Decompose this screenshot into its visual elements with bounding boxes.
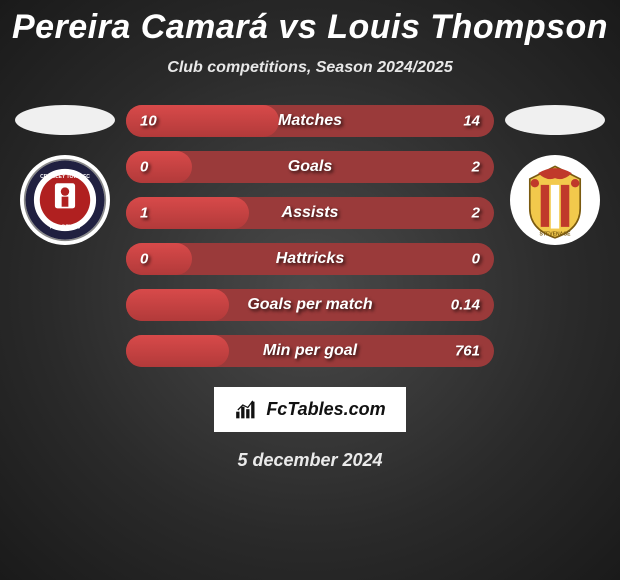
stat-bar-fill: [126, 243, 192, 275]
title-player2: Louis Thompson: [327, 8, 608, 46]
root: Pereira Camará vs Louis Thompson Club co…: [0, 0, 620, 580]
crawley-badge-icon: CRAWLEY TOWN FC RED DEVILS: [23, 158, 107, 242]
page-title: Pereira Camará vs Louis Thompson: [12, 8, 608, 47]
svg-text:STEVENAGE: STEVENAGE: [539, 231, 571, 237]
watermark-text: FcTables.com: [266, 399, 385, 420]
title-player1: Pereira Camará: [12, 8, 269, 46]
left-flag-oval: [15, 105, 115, 135]
stat-row: 0Goals2: [126, 151, 494, 183]
title-vs: vs: [278, 8, 317, 46]
watermark: FcTables.com: [214, 387, 405, 432]
svg-text:CRAWLEY TOWN FC: CRAWLEY TOWN FC: [40, 174, 90, 180]
subtitle: Club competitions, Season 2024/2025: [167, 59, 452, 77]
main-content: CRAWLEY TOWN FC RED DEVILS 10Matches14 0G…: [0, 105, 620, 367]
stat-row: Min per goal761: [126, 335, 494, 367]
stat-bar-fill: [126, 197, 249, 229]
right-side: STEVENAGE: [500, 105, 610, 245]
stat-row: 10Matches14: [126, 105, 494, 137]
stevenage-badge-icon: STEVENAGE: [513, 158, 597, 242]
bars-icon: [234, 400, 260, 420]
right-flag-oval: [505, 105, 605, 135]
stat-bar-fill: [126, 289, 229, 321]
stats-column: 10Matches14 0Goals2 1Assists2 0Hattricks0 Go…: [120, 105, 500, 367]
stat-bar-fill: [126, 151, 192, 183]
stat-row: 0Hattricks0: [126, 243, 494, 275]
stat-bar-fill: [126, 335, 229, 367]
stat-row: 1Assists2: [126, 197, 494, 229]
svg-text:RED DEVILS: RED DEVILS: [50, 225, 81, 231]
left-club-badge: CRAWLEY TOWN FC RED DEVILS: [20, 155, 110, 245]
stat-bar-fill: [126, 105, 279, 137]
left-side: CRAWLEY TOWN FC RED DEVILS: [10, 105, 120, 245]
right-club-badge: STEVENAGE: [510, 155, 600, 245]
date-text: 5 december 2024: [237, 450, 382, 471]
stat-row: Goals per match0.14: [126, 289, 494, 321]
